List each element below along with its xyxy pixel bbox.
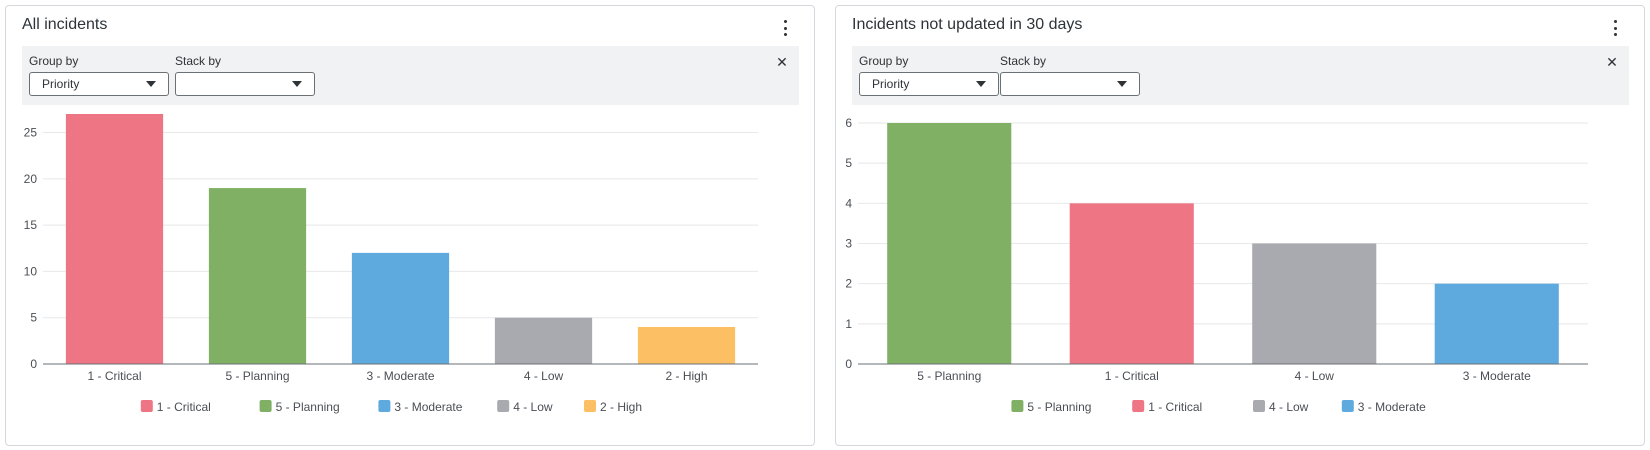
y-tick-label: 4 — [845, 196, 852, 210]
stack-by-select[interactable] — [1000, 72, 1140, 96]
legend-swatch — [1011, 400, 1024, 412]
legend-item-1-critical[interactable]: 1 - Critical — [1132, 400, 1202, 414]
more-options-icon[interactable] — [1612, 20, 1618, 36]
legend-swatch — [1253, 400, 1265, 412]
bar-4-low — [494, 317, 593, 364]
bar-5-planning — [887, 123, 1012, 364]
group-by-label: Group by — [859, 54, 909, 68]
y-tick-label: 0 — [845, 357, 852, 371]
more-options-icon[interactable] — [782, 20, 788, 36]
legend-item-5-planning[interactable]: 5 - Planning — [1011, 400, 1091, 414]
close-icon[interactable]: ✕ — [1606, 54, 1618, 70]
legend-item-3-moderate[interactable]: 3 - Moderate — [1341, 400, 1426, 414]
y-tick-label: 25 — [24, 126, 38, 140]
y-tick-label: 6 — [845, 116, 852, 130]
legend-item-1-critical[interactable]: 1 - Critical — [140, 400, 211, 414]
group-by-label: Group by — [29, 54, 79, 68]
y-tick-label: 10 — [24, 264, 38, 278]
legend: 5 - Planning 1 - Critical 4 - Low 3 - Moder… — [1011, 400, 1426, 414]
bar-chart: 0 1 2 3 4 5 6 5 - Planning 1 - Critical 4 - Low 3 … — [845, 116, 1588, 414]
x-tick-label: 2 - High — [665, 369, 707, 383]
legend-swatch — [259, 400, 272, 412]
y-tick-label: 20 — [24, 172, 38, 186]
bar-2-high — [637, 326, 736, 364]
legend-item-4-low[interactable]: 4 - Low — [1253, 400, 1309, 414]
legend-swatch — [497, 400, 510, 412]
card-title: Incidents not updated in 30 days — [852, 16, 1083, 33]
bar-chart: 0 5 10 15 20 25 1 - Critical 5 - Planning 3 - Mo… — [24, 114, 758, 414]
group-by-value: Priority — [872, 77, 910, 91]
x-tick-label: 5 - Planning — [225, 369, 289, 383]
bar-1-critical — [65, 114, 164, 364]
incidents-not-updated-card: Incidents not updated in 30 days Group b… — [835, 5, 1645, 446]
legend-item-2-high[interactable]: 2 - High — [584, 400, 642, 414]
legend-label: 4 - Low — [513, 400, 553, 414]
x-tick-label: 1 - Critical — [87, 369, 141, 383]
bar-3-moderate — [351, 252, 450, 364]
chevron-down-icon — [146, 81, 156, 87]
y-tick-label: 0 — [30, 357, 37, 371]
close-icon[interactable]: ✕ — [776, 54, 788, 70]
legend-label: 1 - Critical — [1148, 400, 1202, 414]
all-incidents-card: All incidents Group by Priority Stack by… — [5, 5, 815, 446]
legend-item-3-moderate[interactable]: 3 - Moderate — [378, 400, 463, 414]
y-tick-label: 1 — [845, 317, 852, 331]
x-tick-label: 4 - Low — [1295, 369, 1335, 383]
legend-label: 4 - Low — [1269, 400, 1309, 414]
chevron-down-icon — [976, 81, 986, 87]
x-tick-label: 3 - Moderate — [1463, 369, 1531, 383]
card-title: All incidents — [22, 16, 108, 33]
chart-controls: Group by Priority Stack by ✕ — [852, 46, 1629, 105]
x-tick-label: 5 - Planning — [917, 369, 981, 383]
legend-swatch — [584, 400, 596, 412]
chart-controls: Group by Priority Stack by ✕ — [22, 46, 799, 105]
legend-label: 2 - High — [600, 400, 642, 414]
legend-label: 1 - Critical — [157, 400, 211, 414]
stack-by-select[interactable] — [175, 72, 315, 96]
legend: 1 - Critical 5 - Planning 3 - Moderate 4 - … — [140, 400, 642, 414]
legend-label: 5 - Planning — [276, 400, 340, 414]
group-by-value: Priority — [42, 77, 80, 91]
legend-item-5-planning[interactable]: 5 - Planning — [259, 400, 340, 414]
legend-label: 5 - Planning — [1027, 400, 1091, 414]
legend-label: 3 - Moderate — [1358, 400, 1426, 414]
legend-swatch — [1132, 400, 1145, 412]
x-tick-label: 3 - Moderate — [366, 369, 434, 383]
group-by-select[interactable]: Priority — [29, 72, 169, 96]
x-tick-label: 1 - Critical — [1105, 369, 1159, 383]
y-tick-label: 3 — [845, 237, 852, 251]
legend-swatch — [378, 400, 391, 412]
y-tick-label: 2 — [845, 277, 852, 291]
group-by-select[interactable]: Priority — [859, 72, 999, 96]
bar-3-moderate — [1434, 283, 1559, 364]
chevron-down-icon — [292, 81, 302, 87]
y-tick-label: 5 — [845, 156, 852, 170]
stack-by-label: Stack by — [175, 54, 222, 68]
y-tick-label: 15 — [24, 218, 38, 232]
legend-swatch — [1341, 400, 1354, 412]
bar-5-planning — [208, 188, 307, 364]
legend-label: 3 - Moderate — [394, 400, 462, 414]
bar-1-critical — [1069, 203, 1194, 364]
y-tick-label: 5 — [30, 311, 37, 325]
chevron-down-icon — [1117, 81, 1127, 87]
legend-swatch — [140, 400, 153, 412]
stack-by-label: Stack by — [1000, 54, 1047, 68]
bar-4-low — [1252, 243, 1377, 364]
x-tick-label: 4 - Low — [524, 369, 564, 383]
legend-item-4-low[interactable]: 4 - Low — [497, 400, 553, 414]
